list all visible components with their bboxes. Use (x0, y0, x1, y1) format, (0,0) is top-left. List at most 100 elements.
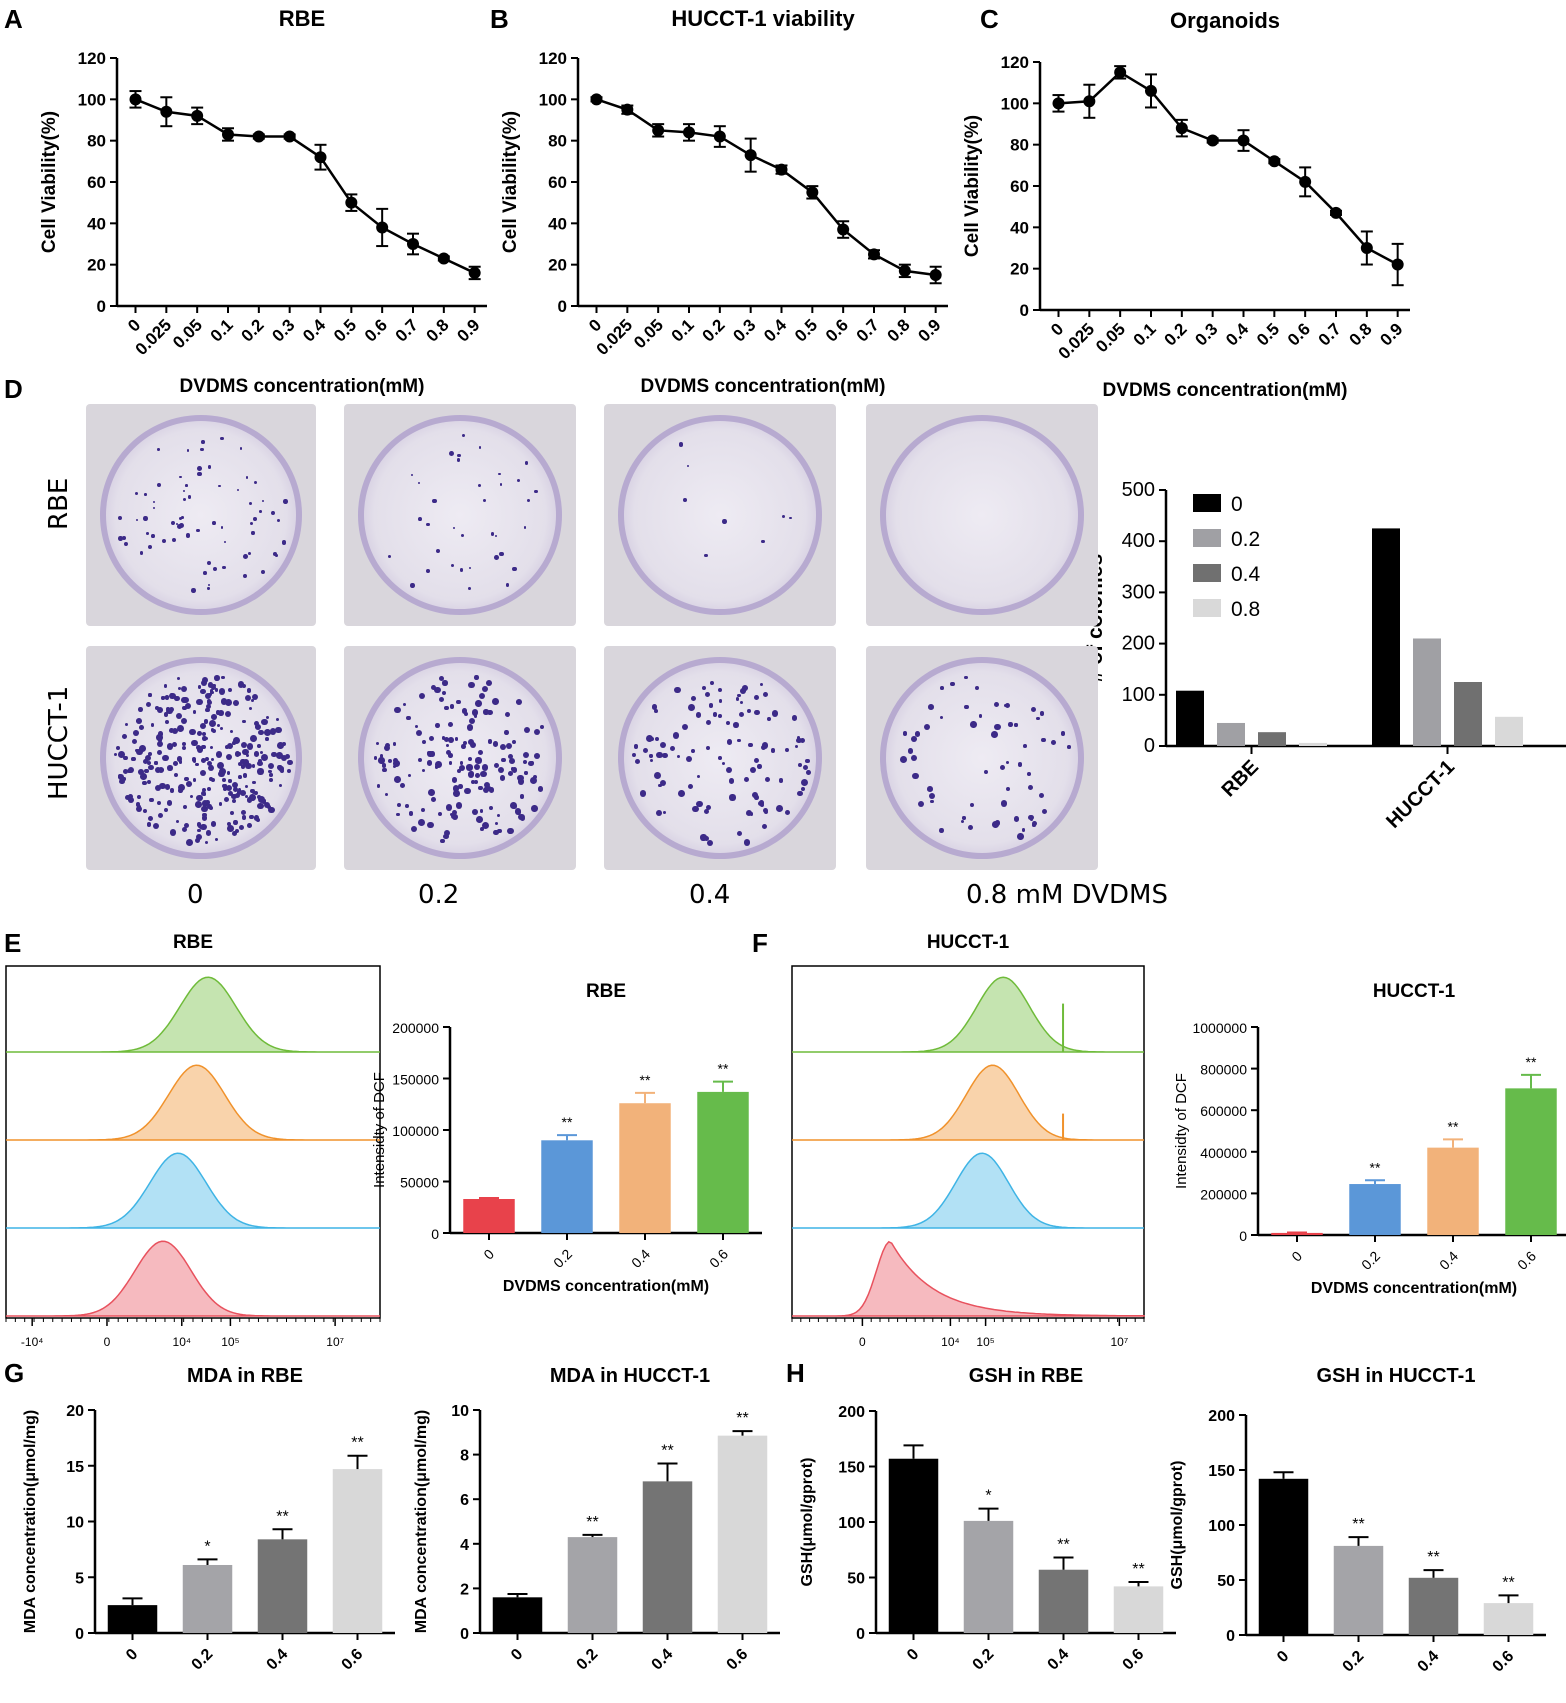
significance-label: ** (586, 1514, 598, 1531)
colony (427, 822, 434, 829)
colony (176, 725, 184, 733)
colony (1017, 833, 1024, 841)
data-point (160, 105, 173, 118)
colony (418, 758, 423, 763)
colony (210, 745, 214, 749)
colony (962, 816, 966, 820)
significance-label: * (204, 1538, 210, 1555)
colony (523, 727, 530, 734)
y-tick-label: 200 (1208, 1408, 1235, 1425)
colony (487, 709, 493, 716)
colony (216, 723, 220, 728)
colony (468, 757, 473, 762)
colony (269, 778, 274, 783)
colony-plate-0 (86, 404, 316, 626)
x-tick-label: 0.9 (453, 315, 483, 345)
colony (174, 772, 179, 777)
colony (142, 780, 147, 786)
colony (154, 766, 162, 774)
x-tick-label: 0.6 (724, 1646, 752, 1674)
colony (211, 714, 217, 720)
colony (738, 711, 744, 717)
colony (228, 779, 232, 783)
bar (888, 1458, 939, 1633)
colony (634, 759, 641, 765)
data-point (1360, 242, 1373, 254)
colony (473, 714, 478, 718)
bar (1113, 1586, 1164, 1633)
colony (197, 822, 202, 827)
colony (124, 794, 130, 801)
colony (189, 795, 193, 799)
y-tick-label: 2 (460, 1581, 469, 1598)
colony (805, 759, 810, 764)
colony (233, 820, 238, 825)
colony (203, 571, 207, 575)
significance-label: ** (1370, 1159, 1381, 1175)
bar (1217, 722, 1245, 746)
colony (194, 837, 201, 844)
colony (735, 697, 740, 701)
data-point (898, 264, 911, 277)
colony (517, 479, 521, 483)
colony (181, 741, 187, 746)
colony (242, 773, 248, 779)
colony (745, 809, 752, 816)
colony (662, 810, 666, 815)
colony (504, 730, 509, 735)
x-tick-label: 0.2 (238, 315, 268, 345)
y-tick-label: 0 (1020, 301, 1029, 320)
colony (117, 536, 123, 542)
x-tick-label: 0.6 (822, 315, 852, 345)
y-tick-label: 1000000 (1192, 1020, 1247, 1036)
colony (287, 759, 293, 766)
data-point (376, 221, 389, 234)
y-tick-label: 80 (1010, 136, 1029, 155)
colony (279, 769, 285, 774)
colony (497, 767, 504, 774)
colony (478, 785, 483, 791)
colony (939, 828, 944, 833)
data-point (1052, 97, 1065, 110)
x-tick-label: 0.1 (668, 315, 698, 345)
y-tick-label: 200000 (392, 1020, 439, 1036)
colony (195, 698, 203, 706)
colony (477, 483, 482, 487)
colony (210, 821, 217, 827)
colony (801, 787, 805, 792)
colony (192, 778, 197, 782)
colony (186, 449, 190, 452)
colony (201, 787, 207, 793)
colony (490, 532, 495, 536)
colony (178, 523, 184, 529)
colony (191, 739, 198, 747)
colony (410, 583, 415, 588)
colony (205, 737, 209, 741)
colony (182, 489, 186, 493)
colony (497, 828, 502, 834)
colony (127, 796, 134, 803)
colony (153, 761, 157, 765)
bar (1258, 732, 1286, 746)
colony (143, 516, 148, 521)
colony (185, 703, 191, 710)
colony (254, 724, 262, 731)
colony (463, 712, 469, 717)
colony (185, 533, 191, 538)
colony (236, 790, 242, 796)
colony (382, 767, 388, 773)
colony (632, 753, 637, 758)
y-tick-label: 200 (1122, 633, 1155, 655)
x-axis-label: DVDMS concentration(mM) (180, 376, 425, 397)
colony (261, 718, 268, 726)
y-axis-label: GSH(μmol/gprot) (1169, 1461, 1186, 1590)
colony (444, 705, 449, 711)
data-point (806, 186, 819, 199)
histogram-series (6, 1152, 380, 1229)
y-tick-label: 8 (460, 1448, 469, 1465)
colony (655, 809, 662, 816)
colony (197, 828, 201, 833)
colony (417, 517, 422, 521)
histogram-series (792, 976, 1144, 1053)
colony (127, 794, 134, 800)
